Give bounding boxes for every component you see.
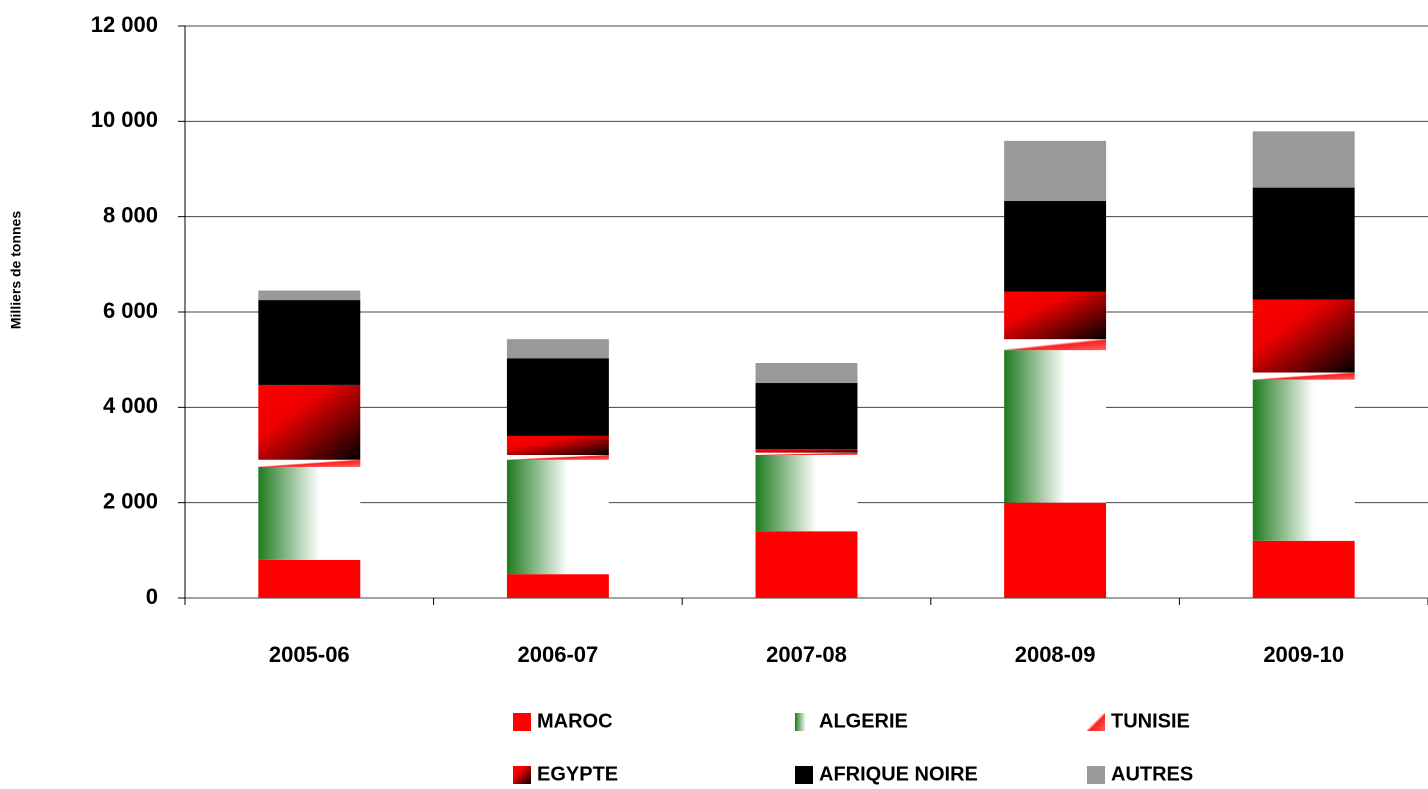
bar-segment (1004, 200, 1107, 292)
bar-segment (1004, 502, 1107, 598)
bar-segment (755, 531, 858, 598)
bar-segment (755, 455, 858, 532)
legend-swatch (1087, 713, 1105, 731)
bar-segment (1252, 540, 1355, 598)
legend-label: AUTRES (1111, 763, 1193, 785)
x-tick-label: 2006-07 (518, 642, 599, 667)
bar-segment (506, 435, 609, 455)
legend-swatch (1087, 766, 1105, 784)
bar-segment (755, 383, 858, 450)
y-tick-label: 0 (146, 584, 158, 609)
bar-segment (506, 574, 609, 598)
bar-segment (506, 358, 609, 436)
bar-segment (258, 290, 361, 301)
bar-segment (1252, 299, 1355, 373)
bar-segment (258, 384, 361, 460)
y-tick-label: 12 000 (91, 12, 158, 37)
y-axis-title: Milliers de tonnes (8, 211, 24, 329)
bar-segment (1252, 379, 1355, 541)
bar-segment (258, 466, 361, 560)
x-tick-label: 2009-10 (1263, 642, 1344, 667)
legend-label: MAROC (537, 710, 613, 732)
bar-segment (1004, 140, 1107, 201)
y-tick-label: 4 000 (103, 393, 158, 418)
legend-swatch (513, 766, 531, 784)
bar-segment (1004, 291, 1107, 340)
y-tick-label: 8 000 (103, 202, 158, 227)
legend-label: AFRIQUE NOIRE (819, 763, 978, 785)
bar-segment (1004, 350, 1107, 503)
bar-segment (1252, 187, 1355, 300)
bar-segment (755, 363, 858, 384)
bar-segment (755, 452, 858, 455)
x-tick-label: 2008-09 (1015, 642, 1096, 667)
y-tick-label: 6 000 (103, 298, 158, 323)
y-tick-label: 10 000 (91, 107, 158, 132)
legend-label: ALGERIE (819, 710, 908, 732)
legend-swatch (795, 766, 813, 784)
legend-label: EGYPTE (537, 763, 618, 785)
bar-segment (506, 459, 609, 575)
y-tick-label: 2 000 (103, 488, 158, 513)
legend-swatch (795, 713, 813, 731)
bar-segment (258, 300, 361, 385)
bar-segment (1004, 339, 1107, 351)
legend-label: TUNISIE (1111, 710, 1190, 732)
bar-segment (258, 459, 361, 467)
x-tick-label: 2007-08 (766, 642, 847, 667)
bar-segment (1252, 131, 1355, 188)
bar-segment (506, 455, 609, 460)
bar-segment (755, 449, 858, 453)
bar-segment (1252, 372, 1355, 380)
x-tick-label: 2005-06 (269, 642, 350, 667)
bar-segment (258, 559, 361, 598)
legend-swatch (513, 713, 531, 731)
bar-segment (506, 339, 609, 359)
